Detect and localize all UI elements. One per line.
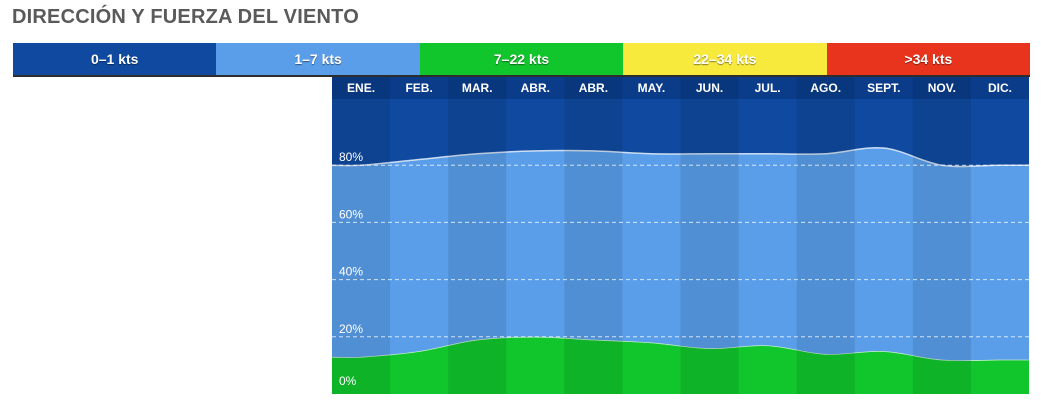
month-label: JUN.	[696, 81, 723, 95]
month-label: AGO.	[810, 81, 841, 95]
legend-item-4: >34 kts	[826, 43, 1031, 75]
column-shade	[796, 77, 855, 394]
column-shade	[448, 77, 507, 394]
month-label: SEPT.	[867, 81, 900, 95]
legend-item-1: 1–7 kts	[216, 43, 420, 75]
column-shade	[332, 77, 391, 394]
legend-item-3: 22–34 kts	[623, 43, 827, 75]
month-label: ENE.	[347, 81, 375, 95]
month-label: DIC.	[988, 81, 1012, 95]
y-tick-label: 80%	[339, 150, 363, 164]
month-label: MAY.	[638, 81, 666, 95]
area-series-1	[332, 147, 1029, 361]
column-shade	[564, 77, 623, 394]
month-header	[332, 77, 1029, 99]
area-series-0	[332, 336, 1029, 394]
month-label: JUL.	[755, 81, 781, 95]
month-label: MAR.	[462, 81, 493, 95]
chart-title: DIRECCIÓN Y FUERZA DEL VIENTO	[12, 6, 359, 28]
month-label: ABR.	[521, 81, 550, 95]
month-label: ABR.	[579, 81, 608, 95]
column-shade	[912, 77, 971, 394]
legend-item-2: 7–22 kts	[419, 43, 624, 75]
column-shade	[680, 77, 739, 394]
y-tick-label: 40%	[339, 265, 363, 279]
y-tick-label: 20%	[339, 322, 363, 336]
legend-item-0: 0–1 kts	[13, 43, 217, 75]
month-label: NOV.	[928, 81, 956, 95]
y-tick-label: 60%	[339, 207, 363, 221]
series-boundary-1	[331, 146, 1029, 168]
y-tick-label: 0%	[339, 374, 357, 388]
legend: 0–1 kts 1–7 kts 7–22 kts 22–34 kts >34 kts	[13, 43, 1031, 77]
month-label: FEB.	[405, 81, 432, 95]
